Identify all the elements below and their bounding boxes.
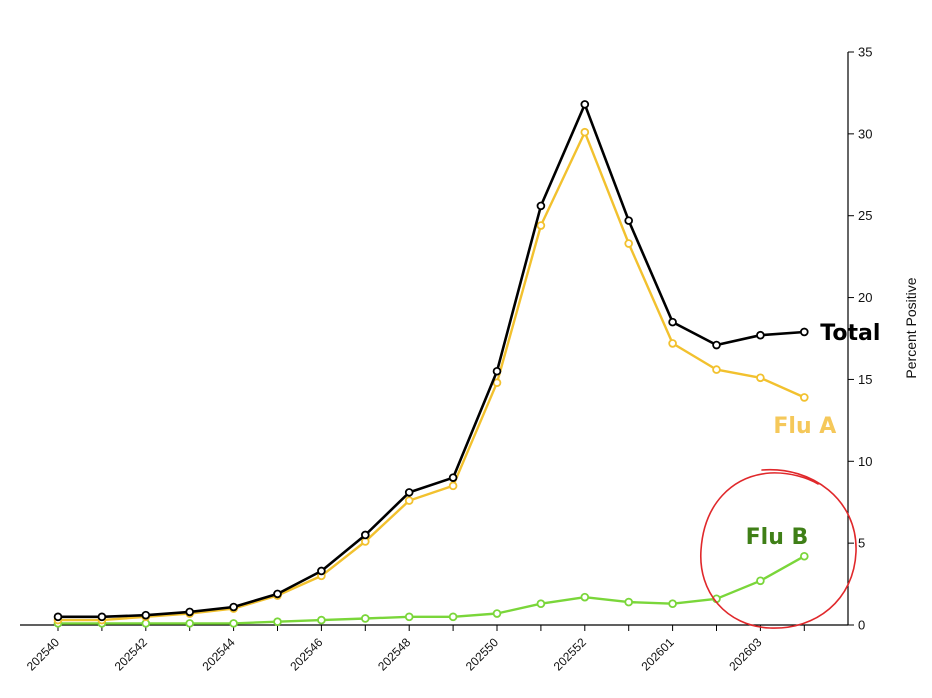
data-point-flu-b	[580, 592, 590, 602]
series-total	[53, 100, 809, 622]
y-tick-label: 20	[858, 290, 872, 305]
y-axis-title: Percent Positive	[903, 277, 919, 378]
data-point-flu-b	[360, 614, 370, 623]
data-point-flu-b	[492, 609, 502, 618]
series-line-total	[58, 103, 805, 619]
data-point-total	[624, 216, 633, 225]
data-point-flu-a	[668, 339, 677, 348]
annotation-circle	[700, 468, 857, 629]
data-point-total	[229, 602, 238, 612]
y-tick-label: 5	[858, 536, 865, 551]
data-point-flu-b	[229, 619, 238, 628]
data-point-flu-b	[668, 599, 677, 609]
data-point-flu-a	[536, 221, 546, 230]
data-point-total	[185, 607, 195, 617]
data-point-total	[492, 366, 502, 376]
data-point-total	[799, 327, 809, 337]
x-tick-label: 202548	[375, 635, 413, 673]
data-point-total	[141, 610, 151, 620]
data-point-total	[317, 566, 326, 576]
data-point-flu-b	[317, 615, 326, 625]
data-point-flu-a	[712, 365, 721, 374]
series-labels: Total Flu A Flu B	[746, 321, 881, 550]
data-point-total	[97, 612, 107, 622]
data-point-total	[273, 589, 282, 599]
data-point-flu-a	[448, 481, 458, 491]
axes	[20, 52, 849, 626]
data-point-flu-b	[185, 619, 195, 628]
x-tick-label: 202544	[200, 635, 238, 673]
data-point-flu-b	[404, 612, 414, 622]
data-point-flu-a	[580, 127, 590, 137]
data-point-flu-a	[756, 373, 765, 383]
x-tick-label: 202601	[639, 635, 677, 673]
series-line-flu-a	[58, 130, 805, 622]
y-tick-label: 35	[858, 45, 872, 60]
annotation	[700, 468, 857, 629]
x-tick-label: 202603	[726, 635, 764, 673]
series-lines	[53, 100, 809, 628]
data-point-total	[580, 100, 590, 109]
y-tick-label: 15	[858, 372, 872, 387]
data-point-flu-a	[799, 393, 809, 402]
data-point-flu-b	[273, 617, 282, 627]
x-tick-label: 202550	[463, 635, 501, 673]
series-line-flu-b	[58, 555, 805, 625]
data-point-flu-a	[404, 496, 414, 505]
data-point-total	[360, 530, 370, 540]
y-tick-label: 30	[858, 126, 872, 141]
y-tick-label: 0	[858, 618, 865, 633]
data-point-flu-b	[799, 551, 809, 561]
data-point-total	[712, 340, 721, 350]
data-point-total	[536, 201, 546, 211]
data-point-flu-b	[536, 599, 546, 609]
series-label-flu-a: Flu A	[773, 414, 836, 439]
series-label-total: Total	[820, 321, 880, 346]
y-tick-label: 25	[858, 208, 872, 223]
data-point-total	[448, 473, 458, 482]
series-label-flu-b: Flu B	[746, 525, 809, 550]
y-ticks: 0 5 10 15 20 25 30 35	[848, 45, 872, 633]
data-point-total	[404, 488, 414, 497]
x-tick-label: 202542	[112, 635, 150, 673]
x-tick-label: 202552	[551, 635, 589, 673]
data-point-flu-b	[624, 597, 633, 607]
series-flu-a	[53, 127, 809, 625]
series-flu-b	[53, 551, 809, 628]
x-tick-label: 202540	[24, 635, 62, 673]
data-point-total	[53, 612, 63, 622]
x-ticks: 202540 202542 202544 202546 202548 202550 2025…	[24, 625, 805, 673]
data-point-flu-b	[756, 576, 765, 586]
y-tick-label: 10	[858, 454, 872, 469]
data-point-flu-b	[448, 612, 458, 622]
x-tick-label: 202546	[287, 635, 325, 673]
data-point-total	[668, 317, 677, 327]
data-point-total	[756, 330, 765, 340]
data-point-flu-a	[624, 239, 633, 248]
